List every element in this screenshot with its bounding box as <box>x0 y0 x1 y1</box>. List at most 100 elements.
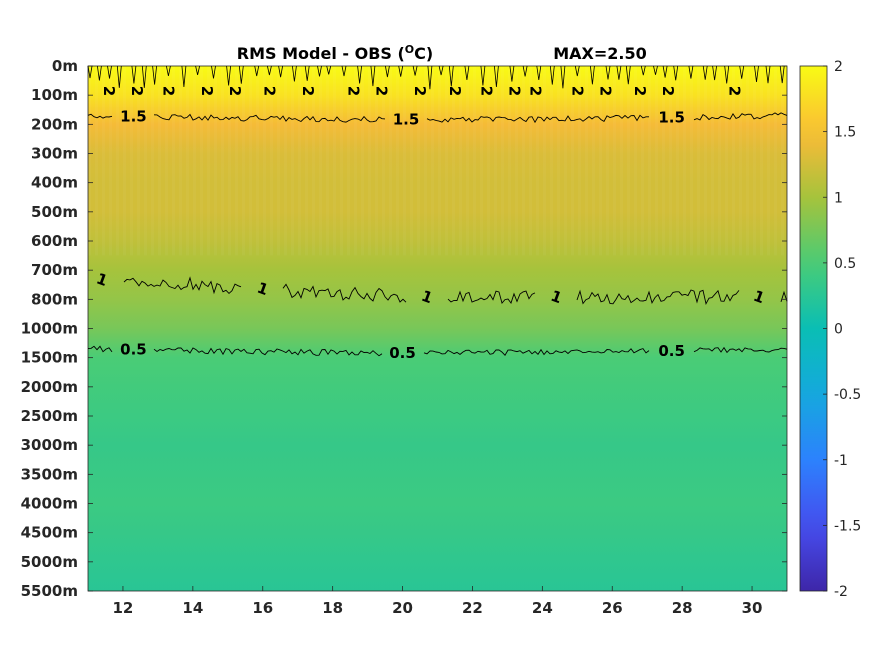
field-texture <box>193 66 196 256</box>
field-texture <box>109 66 112 256</box>
colorbar-tick-label: 1 <box>834 190 843 206</box>
field-texture <box>207 66 210 256</box>
y-tick-label: 600m <box>31 232 78 250</box>
field-texture <box>515 66 518 256</box>
field-texture <box>382 66 385 256</box>
contour-0.5: 0.5 0.5 0.5 <box>87 341 788 362</box>
field-texture <box>599 66 602 256</box>
field-texture <box>410 66 413 256</box>
field-texture <box>529 66 532 256</box>
y-tick-label: 1000m <box>21 320 78 338</box>
title-prefix: RMS Model - OBS ( <box>237 44 405 63</box>
contour-label: 2 <box>526 86 544 96</box>
title-suffix: C) <box>414 44 433 63</box>
y-tick-label: 100m <box>31 86 78 104</box>
field-texture <box>424 66 427 256</box>
x-tick-label: 26 <box>602 599 623 617</box>
field-texture <box>270 66 273 256</box>
colorbar-tick-label: -0.5 <box>834 387 861 403</box>
field-texture <box>228 66 231 256</box>
field-texture <box>396 66 399 256</box>
field-texture <box>277 66 280 256</box>
y-tick-label: 2500m <box>21 407 78 425</box>
field-texture <box>501 66 504 256</box>
contour-label: 2 <box>198 86 216 96</box>
field-texture <box>592 66 595 256</box>
field-texture <box>564 66 567 256</box>
field-texture <box>312 66 315 256</box>
max-label: MAX=2.50 <box>553 44 647 63</box>
field-texture <box>361 66 364 256</box>
contour-label: 2 <box>261 86 279 96</box>
field-texture <box>102 66 105 256</box>
y-tick-label: 1500m <box>21 349 78 367</box>
contour-label: 2 <box>411 86 429 96</box>
y-tick-label: 5500m <box>21 582 78 600</box>
field-texture <box>452 66 455 256</box>
y-axis: 0m 100m 200m 300m 400m 500m 600m 700m 800m 1000m 1… <box>21 57 787 600</box>
field-texture <box>578 66 581 256</box>
contour-lines: 1.5 1.5 1.51 1 1 1 10.5 0.5 0.52 2 2 2 2 2 2 2 2 2 2 2 2 2 2 2 2… <box>87 65 788 362</box>
field-texture <box>123 66 126 256</box>
field-texture <box>718 66 721 256</box>
field-texture <box>669 66 672 256</box>
contour-label: 0.5 <box>389 344 416 362</box>
field-texture <box>676 66 679 256</box>
colorbar-tick-label: 0.5 <box>834 256 856 272</box>
field-texture <box>291 66 294 256</box>
x-tick-label: 30 <box>742 599 763 617</box>
field-texture <box>438 66 441 256</box>
field-texture <box>214 66 217 256</box>
x-tick-label: 16 <box>252 599 273 617</box>
colorbar-tick-label: 0 <box>834 322 843 338</box>
colorbar-tick-label: -1.5 <box>834 518 861 534</box>
contour-label: 2 <box>631 86 649 96</box>
colorbar-tick-label: -1 <box>834 453 848 469</box>
contour-label: 2 <box>100 86 118 96</box>
field-texture <box>606 66 609 256</box>
field-texture <box>116 66 119 256</box>
field-texture <box>256 66 259 256</box>
field-texture <box>158 66 161 256</box>
field-texture <box>249 66 252 256</box>
field-texture <box>627 66 630 256</box>
field-texture <box>305 66 308 256</box>
field-texture <box>508 66 511 256</box>
y-tick-label: 2000m <box>21 378 78 396</box>
field-texture <box>319 66 322 256</box>
field-texture <box>179 66 182 256</box>
field-texture <box>95 66 98 256</box>
field-texture <box>781 66 784 256</box>
field-texture <box>655 66 658 256</box>
field-texture <box>550 66 553 256</box>
svg-text:RMS Model - OBS (OC): RMS Model - OBS (OC) <box>237 43 433 63</box>
field-texture <box>263 66 266 256</box>
field-texture <box>326 66 329 256</box>
field-texture <box>585 66 588 256</box>
colorbar: 2 1.5 1 0.5 0 -0.5 -1 -1.5 -2 <box>799 59 861 600</box>
field-texture <box>725 66 728 256</box>
field-texture <box>746 66 749 256</box>
y-tick-label: 0m <box>52 57 78 75</box>
field-texture <box>445 66 448 256</box>
field-texture <box>235 66 238 256</box>
x-tick-label: 28 <box>672 599 693 617</box>
x-tick-label: 12 <box>113 599 134 617</box>
field-texture <box>403 66 406 256</box>
field-texture <box>760 66 763 256</box>
field-texture <box>242 66 245 256</box>
field-texture <box>151 66 154 256</box>
contour-label: 2 <box>596 86 614 96</box>
y-tick-label: 3500m <box>21 465 78 483</box>
x-tick-label: 14 <box>182 599 203 617</box>
field-texture <box>641 66 644 256</box>
field-texture <box>662 66 665 256</box>
field-texture <box>144 66 147 256</box>
contour-label: 2 <box>446 86 464 96</box>
field-texture <box>767 66 770 256</box>
field-texture <box>711 66 714 256</box>
x-axis: 12 14 16 18 20 22 24 26 28 30 <box>113 586 763 617</box>
field-texture <box>697 66 700 256</box>
field-texture <box>571 66 574 256</box>
